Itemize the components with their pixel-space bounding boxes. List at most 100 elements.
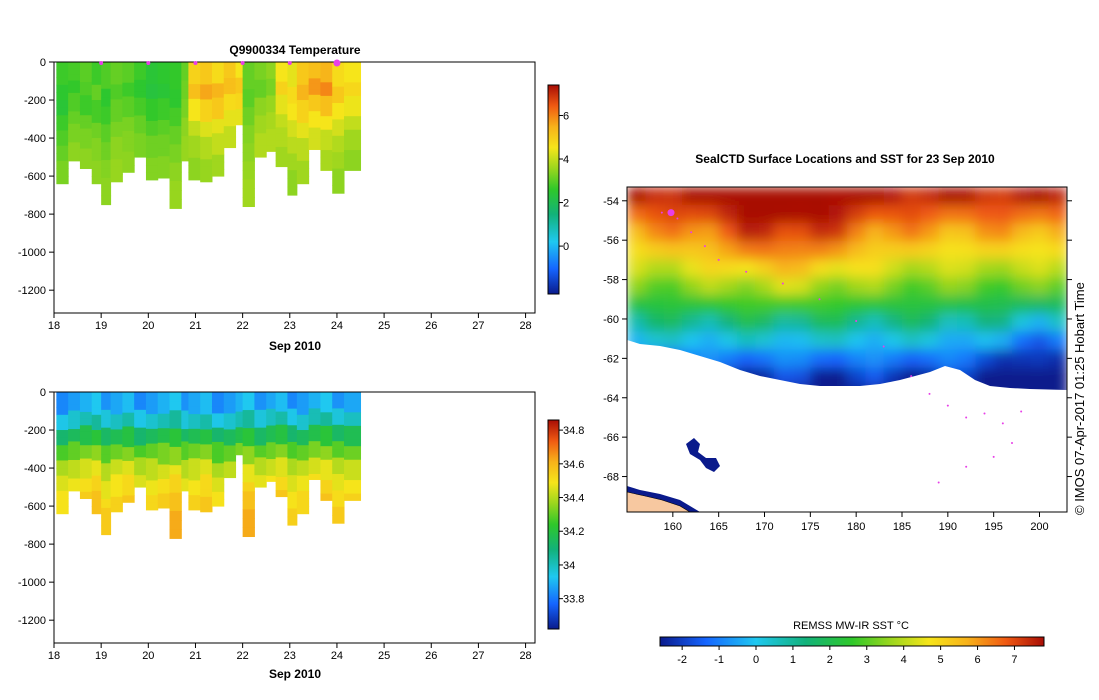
section-cell xyxy=(157,141,171,150)
section-cell xyxy=(344,82,362,90)
section-cell xyxy=(134,151,147,158)
section-cell xyxy=(91,506,102,515)
section-cell xyxy=(266,419,277,427)
sst-cell xyxy=(645,259,665,279)
colorbar-tick-label: 34 xyxy=(563,560,575,572)
sst-cell xyxy=(792,331,812,351)
section-cell xyxy=(68,105,81,112)
section-cell xyxy=(79,485,93,493)
section-cell xyxy=(110,106,123,115)
section-cell xyxy=(211,161,225,170)
section-cell xyxy=(134,409,147,417)
section-cell xyxy=(181,154,189,162)
section-cell xyxy=(223,110,237,116)
section-cell xyxy=(211,76,225,84)
section-cell xyxy=(235,392,244,397)
section-cell xyxy=(211,441,225,450)
section-cell xyxy=(145,135,159,144)
y-tick-label: -1200 xyxy=(18,615,46,627)
section-cell xyxy=(235,450,244,456)
section-cell xyxy=(200,91,213,100)
section-cell xyxy=(122,68,135,77)
section-cell xyxy=(101,124,112,134)
section-cell xyxy=(188,473,201,481)
section-cell xyxy=(287,136,298,146)
sst-cell xyxy=(810,205,830,225)
section-cell xyxy=(254,433,267,441)
section-cell xyxy=(110,174,123,183)
sst-cell xyxy=(957,223,977,243)
track-point xyxy=(910,375,913,378)
section-cell xyxy=(200,489,213,498)
section-cell xyxy=(145,62,159,70)
section-cell xyxy=(275,418,288,426)
sst-cell xyxy=(737,241,757,261)
sst-cell xyxy=(773,331,793,351)
section-cell xyxy=(101,525,112,536)
section-cell xyxy=(122,165,135,173)
section-cell xyxy=(223,142,237,149)
section-cell xyxy=(344,459,362,468)
section-cell xyxy=(110,489,123,498)
sst-cell xyxy=(975,367,995,387)
section-cell xyxy=(188,98,201,107)
section-cell xyxy=(344,486,362,495)
sst-cell xyxy=(883,241,903,261)
section-cell xyxy=(235,419,244,424)
track-point xyxy=(818,298,821,301)
section-cell xyxy=(56,77,69,86)
section-cell xyxy=(296,430,310,439)
sst-cell xyxy=(865,187,885,207)
section-cell xyxy=(296,460,310,469)
sst-cell xyxy=(920,331,940,351)
section-cell xyxy=(101,516,112,527)
section-cell xyxy=(56,422,69,431)
section-cell xyxy=(56,176,69,185)
section-cell xyxy=(296,498,310,507)
section-cell xyxy=(242,62,255,72)
map-frame xyxy=(626,186,1068,513)
track-point xyxy=(928,392,931,395)
section-cell xyxy=(308,133,321,140)
sst-cell xyxy=(810,241,830,261)
sst-cell xyxy=(920,295,940,315)
sst-cell xyxy=(792,313,812,333)
section-cell xyxy=(242,392,255,402)
section-cell xyxy=(200,106,213,115)
section-cell xyxy=(110,129,123,138)
section-cell xyxy=(68,80,81,88)
sst-field xyxy=(627,187,1067,512)
section-cell xyxy=(242,527,255,538)
sst-cell xyxy=(627,205,647,225)
sst-cell xyxy=(1012,259,1032,279)
section-cell xyxy=(320,68,333,77)
section-cell xyxy=(56,498,69,507)
sst-cell xyxy=(828,187,848,207)
sst-cell xyxy=(1030,277,1050,297)
section-cell xyxy=(332,119,345,129)
sst-cell xyxy=(847,277,867,297)
section-cell xyxy=(169,116,182,127)
track-point xyxy=(855,319,858,322)
section-cell xyxy=(235,101,244,106)
section-cell xyxy=(242,125,255,135)
section-cell xyxy=(320,95,333,104)
sst-cell xyxy=(792,223,812,243)
section-cell xyxy=(122,392,135,400)
sst-cell xyxy=(773,223,793,243)
section-cell xyxy=(110,474,123,483)
section-cell xyxy=(157,464,171,473)
section-cell xyxy=(56,475,69,484)
section-cell xyxy=(344,425,362,434)
section-cell xyxy=(254,127,267,134)
section-cell xyxy=(296,422,310,431)
section-cell xyxy=(223,402,237,409)
section-cell xyxy=(169,89,182,100)
section-cell xyxy=(223,99,237,106)
sst-cell xyxy=(1048,205,1067,225)
section-cell xyxy=(157,478,171,487)
antarctic-coast xyxy=(627,438,720,512)
section-cell xyxy=(320,116,333,124)
section-cell xyxy=(91,490,102,499)
section-cell xyxy=(320,459,333,468)
